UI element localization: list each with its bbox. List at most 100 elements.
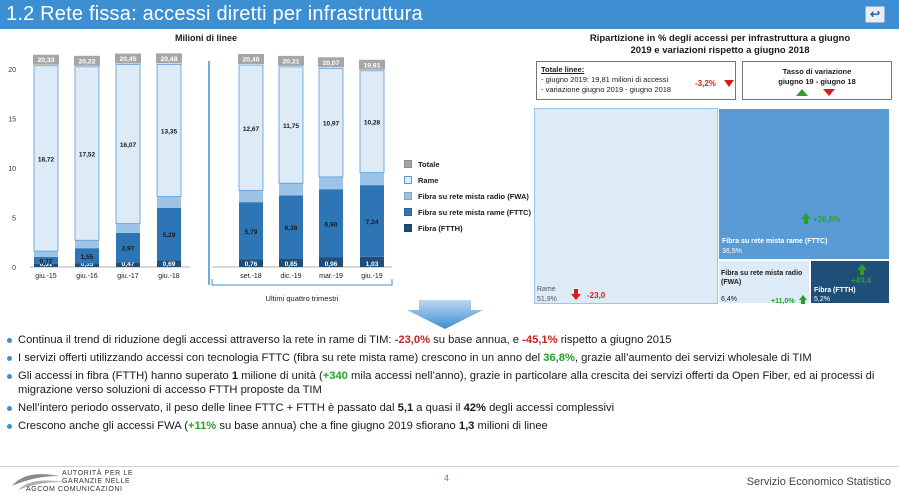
treemap-cell-ftth: +49,4 Fibra (FTTH) 5,2%	[810, 260, 890, 304]
bar-segment	[115, 64, 141, 225]
data-label: 12,67	[243, 126, 260, 133]
total-label: 20,48	[160, 56, 177, 63]
service-label: Servizio Economico Statistico	[746, 476, 891, 488]
bar-segment	[239, 190, 263, 203]
total-box	[156, 53, 182, 64]
data-label: 0,35	[81, 261, 94, 268]
legend-item-ftth: Fibra (FTTH)	[404, 220, 531, 236]
category-label: giu.-17	[117, 273, 139, 280]
bullet-item: Gli accessi in fibra (FTTH) hanno supera…	[6, 369, 894, 398]
total-box	[33, 54, 59, 65]
bar-segment	[75, 240, 99, 249]
bullet-item: I servizi offerti utilizzando accessi co…	[6, 351, 894, 366]
chart-title: Milioni di linee	[175, 33, 238, 43]
bar-segment	[279, 183, 303, 196]
legend-swatch-fwa	[404, 192, 412, 200]
down-arrow-icon	[823, 89, 835, 96]
bar-segment	[34, 263, 58, 267]
bar-segment	[239, 259, 263, 267]
bar-segment	[319, 257, 343, 267]
bullet-item: Nell’intero periodo osservato, il peso d…	[6, 401, 894, 416]
category-label: dic.-19	[280, 273, 301, 280]
slide-title: 1.2 Rete fissa: accessi diretti per infr…	[6, 3, 423, 25]
data-label: 7,24	[366, 219, 379, 226]
data-label: 6,38	[285, 225, 298, 232]
treemap-cell-fttc: Fibra su rete mista rame (FTTC) 36,5% +3…	[718, 108, 890, 260]
legend-swatch-ftth	[404, 224, 412, 232]
totale-linee-box: Totale linee: - giugno 2019: 19,81 milio…	[536, 61, 736, 100]
data-label: 18,72	[38, 156, 55, 163]
back-icon[interactable]: ↩	[865, 6, 885, 23]
y-tick-label: 0	[12, 265, 16, 272]
legend-item-fttc: Fibra su rete mista rame (FTTC)	[404, 204, 531, 220]
legend-item-rame: Rame	[404, 172, 531, 188]
down-arrow-icon	[724, 80, 734, 87]
bar-segment	[360, 172, 384, 186]
category-label: mar.-19	[319, 273, 343, 280]
totale-variation-value: -3,2%	[695, 79, 716, 88]
legend-swatch-rame	[404, 176, 412, 184]
data-label: 1,55	[81, 254, 94, 261]
quarter-bracket	[211, 279, 393, 286]
bar-segment	[359, 70, 385, 173]
total-label: 20,45	[119, 56, 136, 63]
chart-legend: Totale Rame Fibra su rete mista radio (F…	[404, 156, 531, 236]
bar-segment	[116, 232, 140, 263]
bar-segment	[319, 176, 343, 190]
data-label: 6,90	[325, 221, 338, 228]
bar-segment	[116, 262, 140, 267]
bar-segment	[74, 66, 100, 241]
total-label: 19,81	[363, 62, 380, 69]
bullet-item: Continua il trend di riduzione degli acc…	[6, 333, 894, 348]
data-label: 5,79	[245, 229, 258, 236]
total-label: 20,22	[78, 58, 95, 65]
legend-swatch-fttc	[404, 208, 412, 216]
y-tick-label: 10	[8, 166, 16, 173]
total-box	[238, 54, 264, 65]
total-box	[278, 55, 304, 66]
down-arrow-icon	[571, 289, 581, 300]
treemap: Rame 51,9% -23,0 Fibra su rete mista ram…	[534, 108, 890, 305]
data-label: 11,75	[283, 123, 299, 130]
category-label: set.-18	[240, 273, 262, 280]
total-box	[359, 59, 385, 70]
bar-chart: 0 5 10 15 20 Ultimi quattro trimestri 0,310,72…	[8, 53, 393, 303]
legend-item-fwa: Fibra su rete mista radio (FWA)	[404, 188, 531, 204]
data-label: 13,35	[161, 128, 178, 135]
bar-segment	[239, 202, 263, 260]
agcom-emblem-icon	[12, 474, 64, 490]
bar-segment	[157, 260, 181, 267]
y-tick-label: 15	[8, 117, 16, 124]
footer-divider	[0, 466, 899, 467]
total-label: 20,40	[242, 57, 259, 64]
data-label: 17,52	[79, 152, 96, 159]
bar-segment	[157, 207, 181, 261]
category-label: giu.-16	[76, 273, 98, 280]
bar-segment	[319, 189, 343, 258]
category-label: giu.-15	[35, 273, 57, 280]
x-axis-label: Ultimi quattro trimestri	[266, 294, 339, 303]
bar-segment	[157, 196, 181, 208]
bar-segment	[318, 67, 344, 178]
data-label: 0,72	[40, 258, 53, 265]
bar-segment	[278, 66, 304, 184]
data-label: 0,31	[40, 261, 53, 268]
data-label: 0,69	[163, 261, 176, 268]
down-arrow-graphic	[407, 300, 483, 329]
bar-segment	[75, 248, 99, 264]
category-label: giu.-18	[158, 273, 180, 280]
legend-swatch-totale	[404, 160, 412, 168]
bar-segment	[34, 256, 58, 264]
y-tick-label: 5	[12, 216, 16, 223]
right-panel-title: Ripartizione in % degli accessi per infr…	[589, 33, 851, 56]
bar-segment	[75, 263, 99, 267]
page-number: 4	[444, 473, 450, 483]
total-box	[318, 57, 344, 68]
data-label: 0,76	[245, 261, 258, 268]
total-box	[74, 55, 100, 66]
category-label: giu.-19	[361, 273, 383, 280]
bullet-item: Crescono anche gli accessi FWA (+11% su …	[6, 419, 894, 434]
y-tick-label: 20	[8, 67, 16, 74]
bar-segment	[279, 195, 303, 259]
data-label: 0,85	[285, 261, 298, 268]
